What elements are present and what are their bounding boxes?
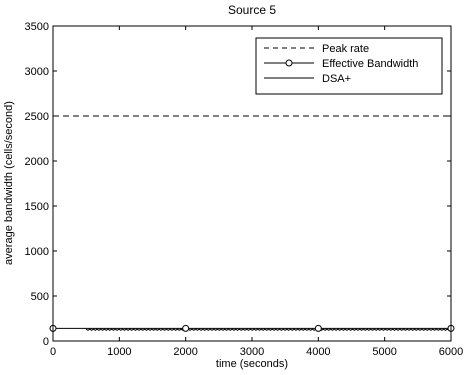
legend-label-effective-bandwidth: Effective Bandwidth (322, 58, 418, 70)
legend: Peak rate Effective Bandwidth DSA+ (255, 37, 443, 95)
x-tick-label: 3000 (240, 346, 264, 358)
y-axis-ticks: 0 500 1000 1500 2000 2500 3000 3500 (25, 21, 451, 348)
x-tick-label: 1000 (107, 346, 131, 358)
series-marker-effective-bandwidth (314, 324, 322, 332)
x-tick-label: 2000 (173, 346, 197, 358)
series-line-dsa-plus (85, 328, 452, 331)
x-axis-label: time (seconds) (216, 358, 288, 370)
legend-marker-effective-bandwidth (285, 59, 293, 67)
series-marker-effective-bandwidth (182, 324, 190, 332)
legend-box (255, 37, 443, 95)
x-tick-label: 4000 (306, 346, 330, 358)
x-tick-label: 0 (50, 346, 56, 358)
y-tick-label: 2500 (25, 111, 49, 123)
x-tick-label: 6000 (439, 346, 463, 358)
y-tick-label: 1000 (25, 246, 49, 258)
y-tick-label: 3000 (25, 66, 49, 78)
x-tick-label: 5000 (372, 346, 396, 358)
y-tick-label: 2000 (25, 156, 49, 168)
legend-label-peak-rate: Peak rate (322, 43, 369, 55)
x-axis-ticks: 0 1000 2000 3000 4000 5000 6000 (50, 26, 463, 358)
chart-title: Source 5 (228, 3, 276, 17)
plot-area (49, 115, 455, 332)
y-tick-label: 500 (31, 291, 49, 303)
y-axis-label: average bandwidth (cells/second) (3, 101, 15, 265)
y-tick-label: 3500 (25, 21, 49, 33)
legend-label-dsa-plus: DSA+ (322, 73, 351, 85)
y-tick-label: 1500 (25, 201, 49, 213)
y-tick-label: 0 (43, 336, 49, 348)
